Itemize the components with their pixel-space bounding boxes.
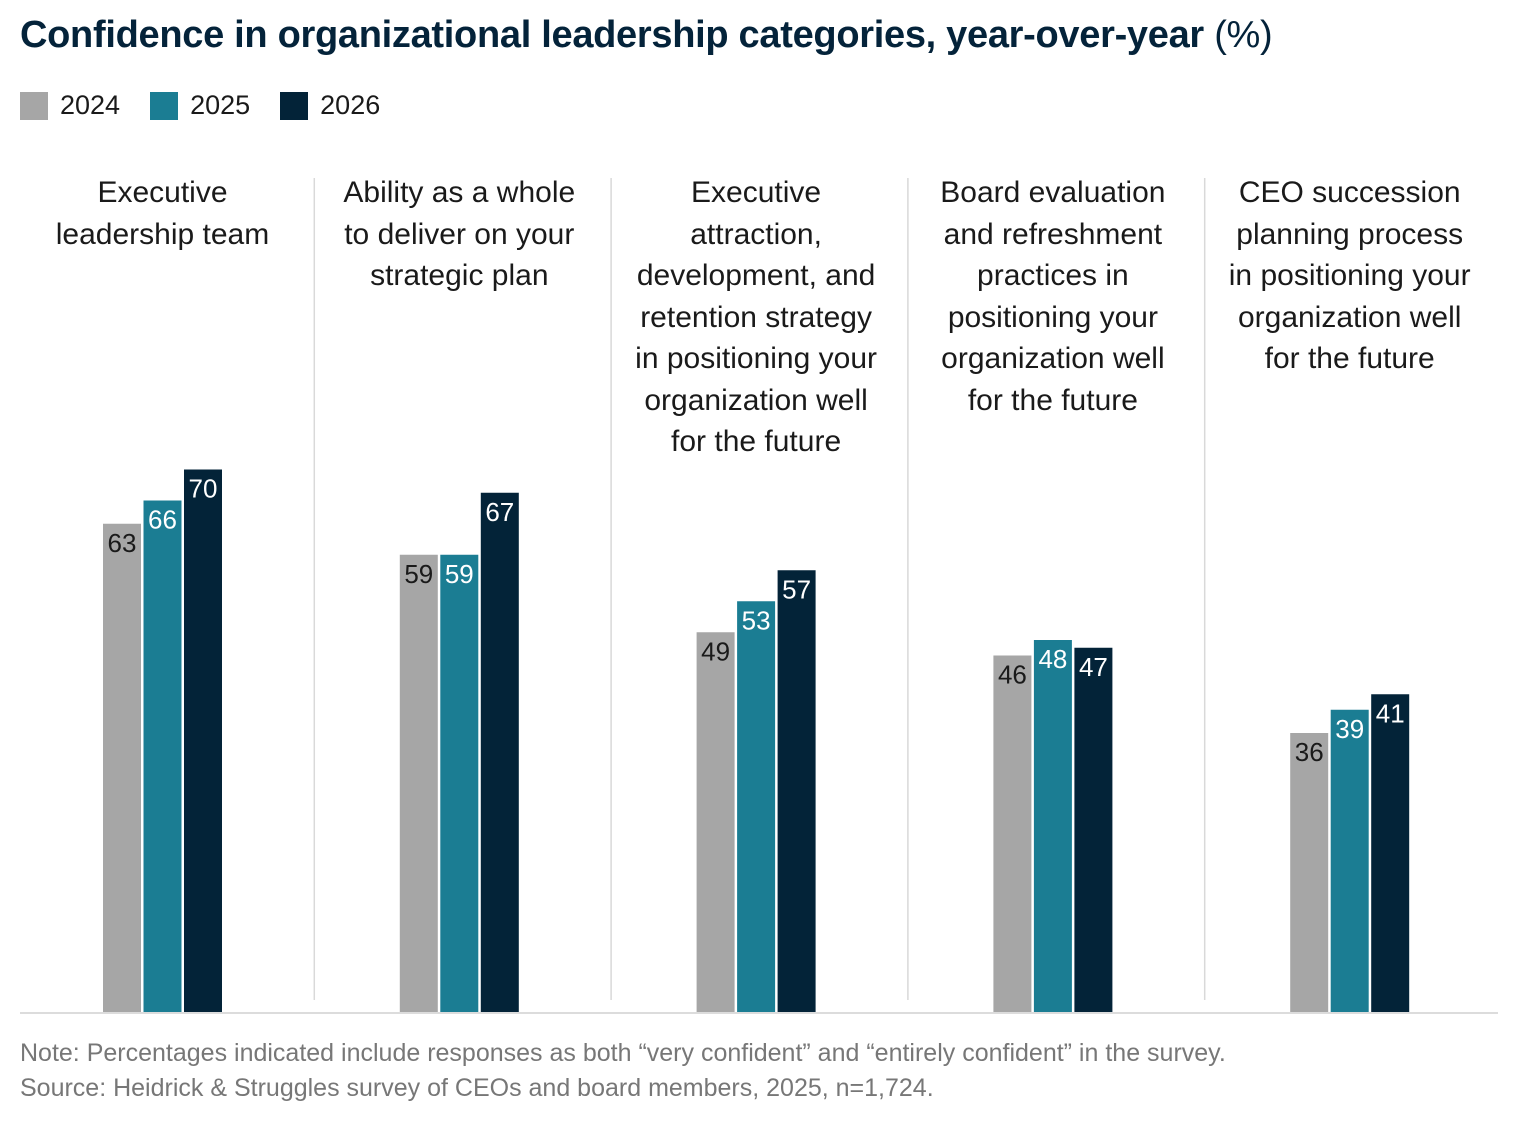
- category-label: Executive leadership team: [55, 176, 270, 251]
- bar-2024: [993, 655, 1032, 1012]
- data-label: 67: [485, 497, 514, 527]
- bar-2024: [103, 523, 141, 1012]
- bar-2025: [737, 601, 776, 1012]
- title-unit: (%): [1214, 14, 1273, 56]
- bar-2024: [1290, 733, 1329, 1012]
- data-label: 53: [742, 605, 771, 635]
- footnotes: Note: Percentages indicated include resp…: [20, 1036, 1226, 1106]
- legend-swatch: [280, 91, 309, 120]
- data-label: 36: [1295, 737, 1324, 767]
- category-label: Executive attraction, development, and r…: [635, 176, 877, 458]
- data-label: 39: [1335, 714, 1364, 744]
- legend-item-2026: 2026: [280, 90, 380, 121]
- bar-2026: [777, 570, 816, 1012]
- data-label: 59: [445, 559, 474, 589]
- note-text: Note: Percentages indicated include resp…: [20, 1039, 1226, 1067]
- bar-2025: [1033, 640, 1072, 1012]
- data-label: 70: [189, 474, 218, 504]
- bar-2025: [1330, 709, 1369, 1012]
- bar-2026: [1074, 647, 1113, 1012]
- legend-label: 2024: [60, 90, 121, 120]
- bar-2026: [1371, 694, 1410, 1012]
- chart-title: Confidence in organizational leadership …: [20, 14, 1273, 57]
- data-label: 46: [998, 660, 1027, 690]
- bar-2025: [143, 500, 182, 1012]
- legend-swatch: [150, 91, 179, 120]
- bar-2024: [696, 632, 735, 1012]
- data-label: 63: [108, 528, 137, 558]
- data-label: 41: [1376, 698, 1405, 728]
- category-label: Ability as a whole to deliver on your st…: [343, 176, 576, 292]
- legend-label: 2026: [320, 90, 381, 120]
- data-label: 57: [782, 574, 811, 604]
- data-label: 48: [1038, 644, 1067, 674]
- title-text: Confidence in organizational leadership …: [20, 14, 1204, 56]
- bar-2026: [480, 492, 519, 1012]
- legend-item-2025: 2025: [150, 90, 250, 121]
- legend-label: 2025: [190, 90, 251, 120]
- legend-item-2024: 2024: [20, 90, 120, 121]
- data-label: 59: [404, 559, 433, 589]
- category-label: Board evaluation and refreshment practic…: [940, 176, 1166, 417]
- bar-2026: [184, 469, 222, 1012]
- legend-swatch: [20, 91, 48, 120]
- data-label: 49: [701, 636, 730, 666]
- bar-2024: [399, 554, 438, 1012]
- data-label: 47: [1079, 652, 1108, 682]
- data-label: 66: [148, 505, 177, 535]
- category-label: CEO succession planning process in posit…: [1228, 176, 1471, 375]
- legend: 2024 2025 2026: [20, 90, 380, 121]
- bar-2025: [440, 554, 479, 1012]
- source-text: Source: Heidrick & Struggles survey of C…: [20, 1074, 934, 1102]
